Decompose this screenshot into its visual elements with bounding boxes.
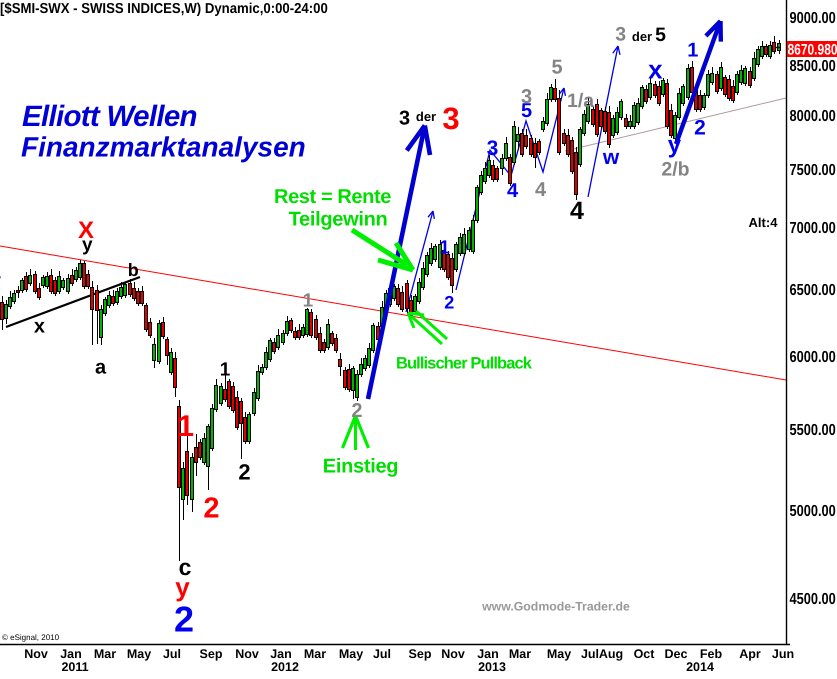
svg-text:a: a — [95, 357, 107, 379]
svg-text:May: May — [339, 647, 363, 661]
svg-text:5: 5 — [655, 24, 666, 46]
svg-text:Mar: Mar — [94, 647, 116, 661]
svg-text:Elliott Wellen: Elliott Wellen — [22, 100, 197, 133]
svg-text:3: 3 — [399, 108, 410, 130]
svg-text:2012: 2012 — [271, 660, 299, 674]
svg-text:1: 1 — [177, 410, 194, 443]
svg-text:3: 3 — [521, 86, 532, 108]
svg-text:1: 1 — [220, 359, 231, 380]
svg-text:w: w — [602, 146, 620, 169]
svg-text:2: 2 — [351, 400, 362, 422]
svg-text:Jul: Jul — [163, 647, 181, 661]
svg-text:Jun: Jun — [772, 647, 794, 661]
svg-text:2014: 2014 — [686, 660, 714, 674]
svg-text:Teilgewinn: Teilgewinn — [289, 209, 388, 231]
svg-text:4: 4 — [535, 179, 547, 201]
svg-text:9000.00: 9000.00 — [790, 10, 836, 27]
svg-text:Aug: Aug — [599, 647, 623, 661]
svg-text:4: 4 — [507, 180, 519, 202]
svg-text:Bullischer Pullback: Bullischer Pullback — [396, 355, 533, 373]
svg-text:X: X — [78, 217, 94, 244]
svg-text:8670.980: 8670.980 — [788, 42, 837, 59]
svg-text:der: der — [416, 109, 436, 124]
svg-text:Dec: Dec — [665, 647, 688, 661]
svg-text:Jan: Jan — [477, 647, 499, 661]
svg-text:5: 5 — [521, 100, 532, 122]
svg-text:y: y — [82, 235, 93, 256]
svg-text:May: May — [127, 647, 151, 661]
svg-text:www.Godmode-Trader.de: www.Godmode-Trader.de — [481, 600, 630, 614]
svg-text:May: May — [547, 647, 571, 661]
svg-text:Sep: Sep — [409, 647, 432, 661]
svg-text:2013: 2013 — [478, 660, 506, 674]
svg-text:Jan: Jan — [60, 647, 82, 661]
svg-text:2: 2 — [444, 293, 454, 313]
svg-text:Feb: Feb — [700, 647, 723, 661]
svg-text:Rest = Rente: Rest = Rente — [274, 186, 391, 208]
svg-text:2: 2 — [174, 598, 194, 639]
svg-text:Oct: Oct — [634, 647, 656, 661]
svg-text:8500.00: 8500.00 — [790, 58, 836, 75]
svg-text:5: 5 — [551, 57, 562, 79]
svg-text:2: 2 — [203, 492, 219, 524]
svg-text:[$SMI-SWX - SWISS INDICES,W) D: [$SMI-SWX - SWISS INDICES,W) Dynamic,0:0… — [0, 1, 328, 17]
svg-text:y: y — [668, 132, 682, 159]
svg-text:7500.00: 7500.00 — [790, 162, 836, 179]
svg-text:y: y — [0, 270, 1, 290]
svg-text:Mar: Mar — [509, 647, 531, 661]
svg-text:Apr: Apr — [739, 647, 761, 661]
svg-text:Finanzmarktanalysen: Finanzmarktanalysen — [21, 132, 306, 163]
svg-text:© eSignal, 2010: © eSignal, 2010 — [2, 633, 60, 642]
svg-text:2: 2 — [238, 460, 250, 485]
svg-text:7000.00: 7000.00 — [790, 220, 836, 237]
svg-text:3: 3 — [487, 137, 499, 160]
svg-text:Nov: Nov — [24, 647, 48, 661]
svg-text:x: x — [34, 316, 45, 338]
svg-text:Nov: Nov — [441, 647, 465, 661]
svg-text:5000.00: 5000.00 — [790, 503, 836, 520]
svg-text:2011: 2011 — [61, 660, 88, 674]
svg-text:2/b: 2/b — [661, 159, 689, 181]
svg-text:6500.00: 6500.00 — [790, 282, 836, 299]
svg-text:c: c — [179, 554, 192, 580]
svg-text:5500.00: 5500.00 — [790, 422, 836, 439]
svg-text:Einstieg: Einstieg — [323, 456, 398, 478]
svg-text:6000.00: 6000.00 — [790, 349, 836, 366]
svg-text:3: 3 — [615, 24, 626, 46]
svg-text:Alt:4: Alt:4 — [749, 215, 779, 230]
svg-text:1: 1 — [439, 237, 450, 258]
svg-text:Jul: Jul — [581, 647, 599, 661]
svg-text:Mar: Mar — [304, 647, 326, 661]
svg-text:der: der — [632, 29, 652, 44]
svg-text:1: 1 — [303, 291, 314, 312]
svg-text:8000.00: 8000.00 — [790, 108, 836, 125]
svg-text:b: b — [128, 260, 139, 280]
svg-text:3: 3 — [442, 101, 459, 136]
svg-text:y: y — [175, 572, 190, 602]
svg-text:Jan: Jan — [270, 647, 292, 661]
svg-text:1/a: 1/a — [567, 90, 594, 112]
svg-text:Jul: Jul — [373, 647, 391, 661]
svg-text:Sep: Sep — [200, 647, 223, 661]
svg-text:4500.00: 4500.00 — [790, 591, 836, 608]
svg-text:1: 1 — [687, 39, 698, 61]
svg-text:Nov: Nov — [235, 647, 259, 661]
svg-text:2: 2 — [694, 117, 706, 140]
svg-text:4: 4 — [570, 197, 584, 225]
svg-text:x: x — [648, 54, 663, 84]
